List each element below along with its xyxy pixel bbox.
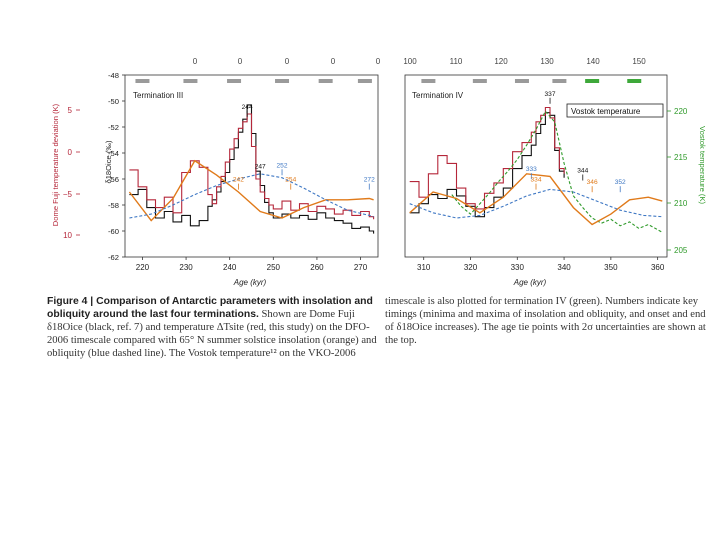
tie-point-bar — [318, 79, 333, 83]
panel-left-outer-ylabel: Dome Fuji temperature deviation (K) — [51, 103, 60, 226]
panel-right-title: Termination IV — [412, 91, 464, 100]
panel-right-plot: 337 333 334 344 346 352 — [409, 91, 663, 233]
x-tick-label: 360 — [651, 263, 665, 272]
top-axis-left: 0 0 0 0 0 — [193, 57, 381, 66]
tie-points-right — [421, 79, 642, 83]
right-y-tick-label: 210 — [674, 199, 688, 208]
panel-right-vostok-axis: 220 215 210 205 — [667, 107, 688, 255]
legend-box — [566, 103, 664, 118]
x-tick-label: 320 — [464, 263, 478, 272]
top-tick-label: 0 — [238, 57, 243, 66]
panel-left-title: Termination III — [133, 91, 183, 100]
panel-left-outer-axis: 5 0 −5 10 — [63, 106, 80, 240]
panel-right-ylabel: Vostok temperature (K) — [698, 126, 707, 205]
y-tick-label: -54 — [108, 149, 119, 158]
tie-point-bar — [472, 79, 487, 83]
caption-figure-label: Figure 4 | Comparison of Antarctic param… — [47, 296, 373, 320]
tie-point-bar — [421, 79, 436, 83]
annotation-label: 272 — [364, 177, 375, 184]
x-tick-label: 340 — [557, 263, 571, 272]
tie-point-bar — [357, 79, 372, 83]
series-65-n-summer-insolation-line — [409, 173, 663, 226]
caption-left: Figure 4 | Comparison of Antarctic param… — [47, 295, 387, 360]
top-axis-right: 100 110 120 130 140 150 — [403, 57, 646, 66]
annotation-label: 344 — [577, 168, 588, 175]
annotation-label: 247 — [255, 164, 266, 171]
y-tick-label: -62 — [108, 253, 119, 262]
tie-points-left — [135, 79, 372, 83]
tie-point-bar — [135, 79, 150, 83]
tie-point-bar — [627, 79, 642, 83]
annotation-label: 334 — [530, 177, 541, 184]
panel-right-xlabel: Age (kyr) — [513, 278, 547, 287]
caption-right: timescale is also plotted for terminatio… — [385, 296, 706, 346]
series-obliquity-line — [409, 188, 663, 219]
x-tick-label: 310 — [417, 263, 431, 272]
x-tick-label: 220 — [136, 263, 150, 272]
series-obliquity-line — [129, 173, 374, 219]
x-tick-label: 330 — [511, 263, 525, 272]
outer-y-tick-label: −5 — [63, 190, 73, 199]
panel-right-frame — [404, 74, 668, 258]
outer-y-tick-label: 10 — [63, 231, 72, 240]
panel-left-x-axis: 220 230 240 250 260 270 — [136, 257, 368, 272]
caption-left-body: Shown are Dome Fuji δ18Oice (black, ref.… — [47, 309, 377, 359]
y-tick-label: -52 — [108, 123, 119, 132]
panel-left-inner-ylabel: δ18Oice (‰) — [104, 140, 113, 184]
x-tick-label: 260 — [310, 263, 324, 272]
y-tick-label: -56 — [108, 175, 119, 184]
annotation-label: 242 — [233, 177, 244, 184]
top-tick-label: 110 — [450, 57, 463, 66]
tie-point-bar — [552, 79, 567, 83]
annotation-label: 333 — [526, 166, 537, 173]
top-tick-label: 100 — [403, 57, 417, 66]
panel-left-xlabel: Age (kyr) — [233, 278, 267, 287]
annotation-label: 346 — [587, 179, 598, 186]
series-vostok-temperature-line — [451, 110, 663, 233]
x-tick-label: 230 — [179, 263, 193, 272]
tie-point-bar — [585, 79, 600, 83]
panel-left-plot: 244 247 252 242 254 272 — [128, 104, 375, 234]
right-y-tick-label: 215 — [674, 153, 688, 162]
y-tick-label: -48 — [108, 71, 119, 80]
annotation-label: 254 — [285, 177, 296, 184]
right-y-tick-label: 205 — [674, 246, 688, 255]
tie-point-bar — [514, 79, 529, 83]
legend-label: Vostok temperature — [571, 107, 641, 116]
top-tick-label: 120 — [494, 57, 508, 66]
annotation-label: 244 — [242, 104, 253, 111]
y-tick-label: -50 — [108, 97, 119, 106]
series-dome-fuji-tsite-line — [409, 106, 565, 210]
series-65-n-summer-insolation-line — [128, 159, 374, 222]
y-tick-label: -60 — [108, 227, 119, 236]
top-tick-label: 0 — [285, 57, 290, 66]
annotation-label: 252 — [277, 162, 288, 169]
x-tick-label: 250 — [267, 263, 281, 272]
right-y-tick-label: 220 — [674, 107, 688, 116]
annotation-label: 337 — [545, 91, 556, 98]
top-tick-label: 0 — [376, 57, 381, 66]
panel-left-inner-axis: -48 -50 -52 -54 -56 -58 -60 -62 — [108, 71, 125, 262]
top-tick-label: 0 — [331, 57, 336, 66]
y-tick-label: -58 — [108, 201, 119, 210]
series-dome-fuji-18oice-line — [129, 104, 375, 234]
x-tick-label: 350 — [604, 263, 618, 272]
top-tick-label: 130 — [540, 57, 554, 66]
top-tick-label: 150 — [632, 57, 646, 66]
top-tick-label: 0 — [193, 57, 198, 66]
panel-right-x-axis: 310 320 330 340 350 360 — [417, 257, 665, 272]
x-tick-label: 270 — [354, 263, 368, 272]
panel-left-frame — [124, 74, 379, 258]
tie-point-bar — [275, 79, 290, 83]
series-dome-fuji-18oice-line — [409, 112, 565, 218]
tie-point-bar — [227, 79, 242, 83]
tie-point-bar — [183, 79, 198, 83]
outer-y-tick-label: 5 — [68, 106, 73, 115]
outer-y-tick-label: 0 — [68, 148, 73, 157]
x-tick-label: 240 — [223, 263, 237, 272]
top-tick-label: 140 — [586, 57, 600, 66]
annotation-label: 352 — [615, 179, 626, 186]
